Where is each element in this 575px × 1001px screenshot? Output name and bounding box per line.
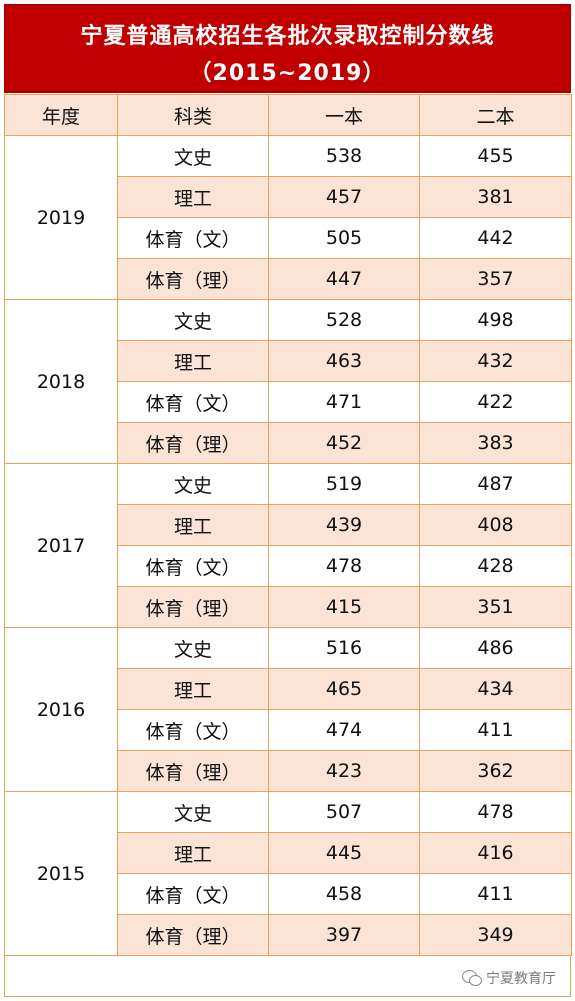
header-tier1: 一本 [268,94,420,136]
tier1-cell: 452 [268,422,420,464]
table-row: 体育（理） 447 357 [5,258,572,300]
table-row: 体育（理） 452 383 [5,422,572,464]
year-cell: 2016 [4,627,118,792]
tier2-cell: 478 [419,791,572,833]
year-cell: 2019 [4,135,118,300]
category-cell: 文史 [117,791,269,833]
table-row: 2015 文史 507 478 [4,791,572,956]
tier2-cell: 432 [419,340,572,382]
category-cell: 文史 [117,299,269,341]
tier1-cell: 471 [268,381,420,423]
category-cell: 体育（理） [117,586,269,628]
category-cell: 文史 [117,463,269,505]
category-cell: 理工 [117,340,269,382]
category-cell: 体育（理） [117,258,269,300]
header-year: 年度 [4,94,118,136]
category-cell: 体育（文） [117,873,269,915]
tier2-cell: 442 [419,217,572,259]
category-cell: 理工 [117,504,269,546]
tier2-cell: 408 [419,504,572,546]
tier1-cell: 445 [268,832,420,874]
tier2-cell: 434 [419,668,572,710]
tier1-cell: 439 [268,504,420,546]
tier2-cell: 428 [419,545,572,587]
category-cell: 体育（理） [117,750,269,792]
tier2-cell: 486 [419,627,572,669]
category-cell: 文史 [117,627,269,669]
category-cell: 体育（文） [117,545,269,587]
table-footer: 宁夏教育厅 [4,955,571,997]
tier1-cell: 457 [268,176,420,218]
score-table: 年度 科类 一本 二本 2019 文史 538 455 理工 457 381 体… [4,94,572,956]
tier2-cell: 362 [419,750,572,792]
tier1-cell: 423 [268,750,420,792]
category-cell: 体育（文） [117,381,269,423]
tier1-cell: 447 [268,258,420,300]
table-row: 体育（理） 423 362 [5,750,572,792]
table-row: 理工 445 416 [5,832,572,874]
wechat-icon [462,970,482,986]
category-cell: 体育（理） [117,422,269,464]
table-row: 体育（理） 397 349 [5,914,572,956]
tier2-cell: 498 [419,299,572,341]
header-row: 年度 科类 一本 二本 [4,94,572,136]
tier1-cell: 505 [268,217,420,259]
category-cell: 文史 [117,135,269,177]
year-cell: 2017 [4,463,118,628]
table-row: 理工 465 434 [5,668,572,710]
tier2-cell: 349 [419,914,572,956]
table-row: 体育（文） 474 411 [5,709,572,751]
table-row: 理工 457 381 [5,176,572,218]
category-cell: 体育（文） [117,709,269,751]
tier2-cell: 381 [419,176,572,218]
tier2-cell: 383 [419,422,572,464]
category-cell: 理工 [117,176,269,218]
table-row: 理工 439 408 [5,504,572,546]
table-row: 体育（文） 471 422 [5,381,572,423]
page-subtitle-years: （2015~2019） [189,61,386,86]
tier1-cell: 528 [268,299,420,341]
header-category: 科类 [117,94,269,136]
header-tier2: 二本 [419,94,572,136]
tier1-cell: 415 [268,586,420,628]
tier1-cell: 538 [268,135,420,177]
tier1-cell: 519 [268,463,420,505]
year-cell: 2015 [4,791,118,956]
watermark: 宁夏教育厅 [462,968,556,988]
tier2-cell: 411 [419,873,572,915]
tier2-cell: 357 [419,258,572,300]
table-row: 体育（文） 505 442 [5,217,572,259]
table-row: 体育（文） 458 411 [5,873,572,915]
category-cell: 理工 [117,832,269,874]
tier2-cell: 416 [419,832,572,874]
year-cell: 2018 [4,299,118,464]
table-row: 2016 文史 516 486 [4,627,572,792]
category-cell: 体育（文） [117,217,269,259]
tier2-cell: 351 [419,586,572,628]
table-row: 2017 文史 519 487 [4,463,572,628]
tier2-cell: 422 [419,381,572,423]
tier1-cell: 478 [268,545,420,587]
page-title: 宁夏普通高校招生各批次录取控制分数线 [80,24,495,49]
tier1-cell: 458 [268,873,420,915]
table-row: 2019 文史 538 455 [4,135,572,300]
table-row: 体育（理） 415 351 [5,586,572,628]
tier2-cell: 487 [419,463,572,505]
tier1-cell: 516 [268,627,420,669]
category-cell: 体育（理） [117,914,269,956]
tier2-cell: 411 [419,709,572,751]
watermark-text: 宁夏教育厅 [486,971,556,987]
tier1-cell: 465 [268,668,420,710]
tier1-cell: 397 [268,914,420,956]
tier1-cell: 507 [268,791,420,833]
category-cell: 理工 [117,668,269,710]
tier1-cell: 463 [268,340,420,382]
tier1-cell: 474 [268,709,420,751]
table-row: 理工 463 432 [5,340,572,382]
title-banner: 宁夏普通高校招生各批次录取控制分数线 （2015~2019） [4,4,571,93]
tier2-cell: 455 [419,135,572,177]
table-row: 2018 文史 528 498 [4,299,572,464]
